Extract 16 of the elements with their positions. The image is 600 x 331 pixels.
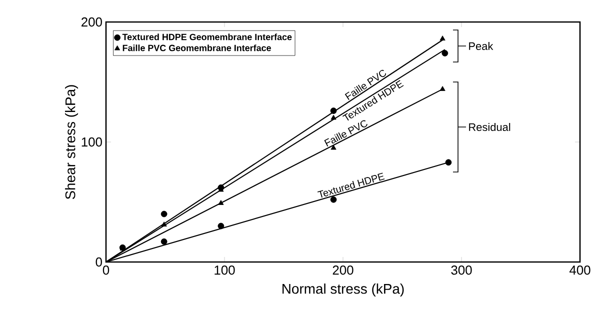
legend-label: Textured HDPE Geomembrane Interface: [122, 34, 292, 40]
annotation: Peak: [469, 42, 494, 50]
legend-label: Faille PVC Geomembrane Interface: [122, 44, 271, 52]
x-axis-title: Normal stress (kPa): [282, 284, 404, 297]
y-axis-title: Shear stress (kPa): [65, 85, 78, 200]
x-tick-label: 400: [569, 266, 590, 275]
y-tick-label: 200: [82, 17, 102, 27]
text: Textured HDPE: [317, 172, 385, 198]
x-tick-label: 200: [332, 266, 354, 275]
x-tick-label: 0: [102, 266, 110, 275]
annotation: Residual: [469, 122, 510, 132]
x-tick-label: 100: [214, 266, 235, 275]
x-tick-label: 300: [451, 266, 472, 275]
text: Faille PVC: [324, 120, 368, 146]
y-tick-label: 100: [82, 137, 102, 147]
y-tick-label: 0: [96, 257, 102, 267]
